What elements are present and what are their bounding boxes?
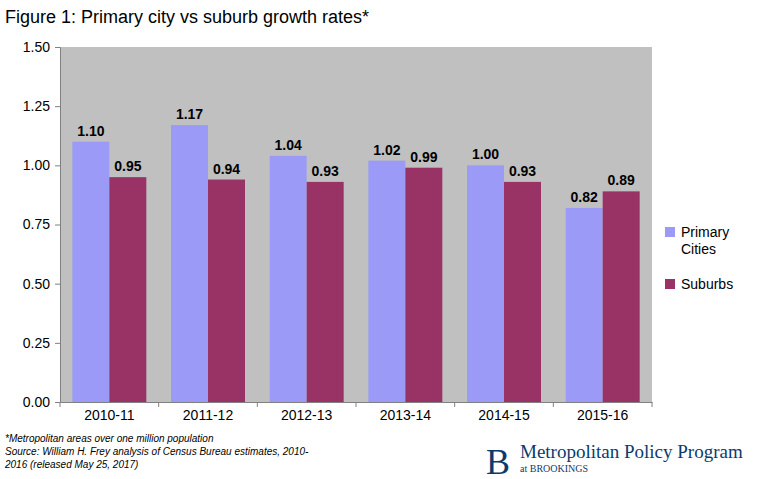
x-tick: 2013-14 — [380, 402, 432, 423]
data-label: 0.99 — [410, 149, 437, 165]
x-axis: 2010-11 2011-12 2012-13 2013-14 2014-15 2015-… — [61, 402, 653, 423]
bar — [208, 180, 245, 402]
data-labels: 1.10 1.17 1.04 1.02 1.00 0.82 0.95 0.94 0.93 0.99… — [77, 106, 635, 205]
y-tick: 0.25 — [23, 335, 60, 351]
y-tick: 0.75 — [23, 216, 60, 232]
source: 2016 (released May 25, 2017) — [4, 459, 138, 470]
y-tick: 1.00 — [23, 157, 60, 173]
y-tick-mark — [55, 343, 60, 344]
bar — [603, 191, 640, 402]
data-label: 1.00 — [472, 146, 499, 162]
bars — [72, 125, 639, 402]
data-label: 0.93 — [312, 163, 339, 179]
source: Source: William H. Frey analysis of Cens… — [5, 446, 309, 457]
data-label: 0.93 — [509, 163, 536, 179]
plot-area — [60, 47, 652, 402]
data-label: 1.17 — [176, 106, 203, 122]
x-tick: 2011-12 — [183, 402, 234, 423]
y-tick-mark — [55, 106, 60, 107]
x-tick-label: 2014-15 — [478, 407, 530, 423]
legend-label: Suburbs — [681, 276, 733, 292]
y-tick-mark — [55, 402, 60, 403]
x-separator — [652, 402, 653, 407]
bar — [109, 177, 146, 402]
y-tick-label: 0.50 — [23, 276, 50, 292]
logo-subtext: at BROOKINGS — [520, 463, 588, 474]
x-separator — [454, 402, 455, 407]
legend: PrimaryCities Suburbs — [665, 224, 733, 292]
logo-mark: B — [486, 442, 510, 479]
legend-swatch — [665, 279, 675, 289]
bar — [368, 161, 405, 402]
x-tick-label: 2015-16 — [577, 407, 629, 423]
x-separator — [257, 402, 258, 407]
bar — [405, 168, 442, 402]
x-separator — [60, 402, 61, 407]
chart: Figure 1: Primary city vs suburb growth … — [0, 0, 768, 479]
bar — [72, 142, 109, 402]
data-label: 1.10 — [77, 123, 104, 139]
x-tick: 2015-16 — [577, 402, 629, 423]
footnote: *Metropolitan areas over one million pop… — [5, 433, 214, 444]
bar — [467, 165, 504, 402]
y-tick-label: 0.00 — [23, 394, 50, 410]
x-tick-label: 2013-14 — [380, 407, 432, 423]
bar — [307, 182, 344, 402]
bar — [171, 125, 208, 402]
x-separator — [356, 402, 357, 407]
x-tick: 2012-13 — [281, 402, 333, 423]
data-label: 0.89 — [608, 172, 635, 188]
y-tick-mark — [55, 165, 60, 166]
x-separator — [158, 402, 159, 407]
x-tick: 2010-11 — [84, 402, 135, 423]
x-tick-label: 2011-12 — [183, 407, 234, 423]
y-tick-label: 1.25 — [23, 98, 50, 114]
y-axis-line — [55, 48, 61, 403]
y-tick-label: 0.75 — [23, 216, 50, 232]
legend-swatch — [665, 227, 675, 237]
logo-text: Metropolitan Policy Program — [520, 441, 743, 462]
data-label: 1.02 — [373, 142, 400, 158]
y-tick: 1.25 — [23, 98, 60, 114]
data-label: 0.94 — [213, 161, 240, 177]
data-label: 0.82 — [571, 189, 598, 205]
data-label: 1.04 — [275, 137, 302, 153]
y-tick-label: 0.25 — [23, 335, 50, 351]
y-tick: 1.50 — [23, 39, 60, 55]
x-tick-label: 2010-11 — [84, 407, 135, 423]
y-tick: 0.50 — [23, 276, 60, 292]
bar — [566, 208, 603, 402]
legend-label: PrimaryCities — [681, 224, 729, 257]
annotations: *Metropolitan areas over one million pop… — [4, 433, 743, 479]
y-tick-label: 1.50 — [23, 39, 50, 55]
y-tick-label: 1.00 — [23, 157, 50, 173]
x-separator — [553, 402, 554, 407]
y-tick-mark — [55, 47, 60, 48]
x-tick-label: 2012-13 — [281, 407, 333, 423]
data-label: 0.95 — [114, 158, 141, 174]
y-axis: 0.00 0.25 0.50 0.75 1.00 1.25 1.50 — [23, 39, 61, 410]
x-separators — [60, 402, 652, 407]
title: Figure 1: Primary city vs suburb growth … — [5, 7, 369, 27]
bar — [270, 156, 307, 402]
y-tick: 0.00 — [23, 394, 60, 410]
y-tick-mark — [55, 225, 60, 226]
bar — [504, 182, 541, 402]
x-tick: 2014-15 — [478, 402, 530, 423]
y-tick-mark — [55, 284, 60, 285]
